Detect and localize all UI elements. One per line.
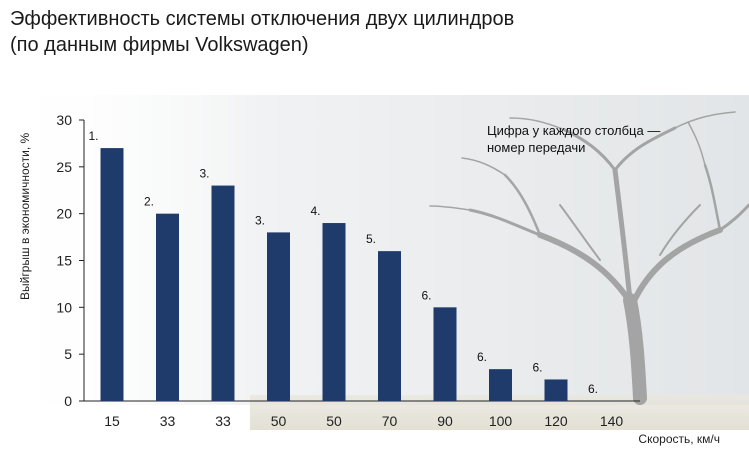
bar-gear-label: 6. <box>422 288 432 302</box>
bar <box>156 213 179 401</box>
chart-title-line-2: (по данным фирмы Volkswagen) <box>10 34 309 56</box>
annotation-line-2: номер передачи <box>487 140 585 155</box>
y-tick-label: 10 <box>56 299 72 315</box>
bar-group <box>100 148 568 401</box>
x-tick-label: 50 <box>326 413 342 429</box>
bar <box>211 185 235 401</box>
bar-gear-label: 1. <box>89 129 99 143</box>
x-tick-label: 140 <box>600 413 624 429</box>
bar <box>267 232 290 401</box>
bar-gear-label: 3. <box>200 167 210 181</box>
y-axis-label: Выйгрыш в экономичности, % <box>18 132 32 300</box>
background-scene <box>0 95 749 430</box>
chart-title-line-1: Эффективность системы отключения двух ци… <box>10 8 515 30</box>
x-tick-label: 70 <box>382 413 398 429</box>
bar-gear-label: 6. <box>477 350 487 364</box>
x-axis-label: Скорость, км/ч <box>638 432 720 446</box>
x-tick-label: 33 <box>160 413 176 429</box>
y-tick-label: 0 <box>64 393 72 409</box>
x-tick-label: 90 <box>437 413 453 429</box>
x-tick-label: 15 <box>104 413 120 429</box>
y-tick-label: 15 <box>56 253 72 269</box>
bar-gear-label: 2. <box>144 195 154 209</box>
tree-illustration <box>429 111 749 405</box>
annotation-line-1: Цифра у каждого столбца — <box>487 123 660 138</box>
bar <box>489 369 512 401</box>
y-tick-group: 0 5 10 15 20 25 30 <box>56 112 84 409</box>
bar <box>100 148 124 401</box>
bar-gear-label: 4. <box>311 204 321 218</box>
bar-label-group: 1. 2. 3. 3. 4. 5. 6. 6. 6. 6. <box>89 129 599 396</box>
bar-gear-label: 3. <box>255 213 265 227</box>
x-tick-group: 15 33 33 50 50 70 90 100 120 140 <box>104 413 623 429</box>
bar <box>322 223 346 401</box>
bar <box>433 307 457 401</box>
x-tick-label: 33 <box>215 413 231 429</box>
bar <box>544 379 568 401</box>
bar-gear-label: 6. <box>588 382 598 396</box>
y-tick-label: 25 <box>56 159 72 175</box>
y-tick-label: 20 <box>56 206 72 222</box>
x-tick-label: 120 <box>544 413 568 429</box>
x-tick-label: 50 <box>271 413 287 429</box>
bar <box>378 251 401 401</box>
chart-title: Эффективность системы отключения двух ци… <box>10 6 514 58</box>
bar-gear-label: 5. <box>366 232 376 246</box>
y-tick-label: 5 <box>64 346 72 362</box>
y-tick-label: 30 <box>56 112 72 128</box>
bar-gear-label: 6. <box>533 360 543 374</box>
x-tick-label: 100 <box>489 413 513 429</box>
